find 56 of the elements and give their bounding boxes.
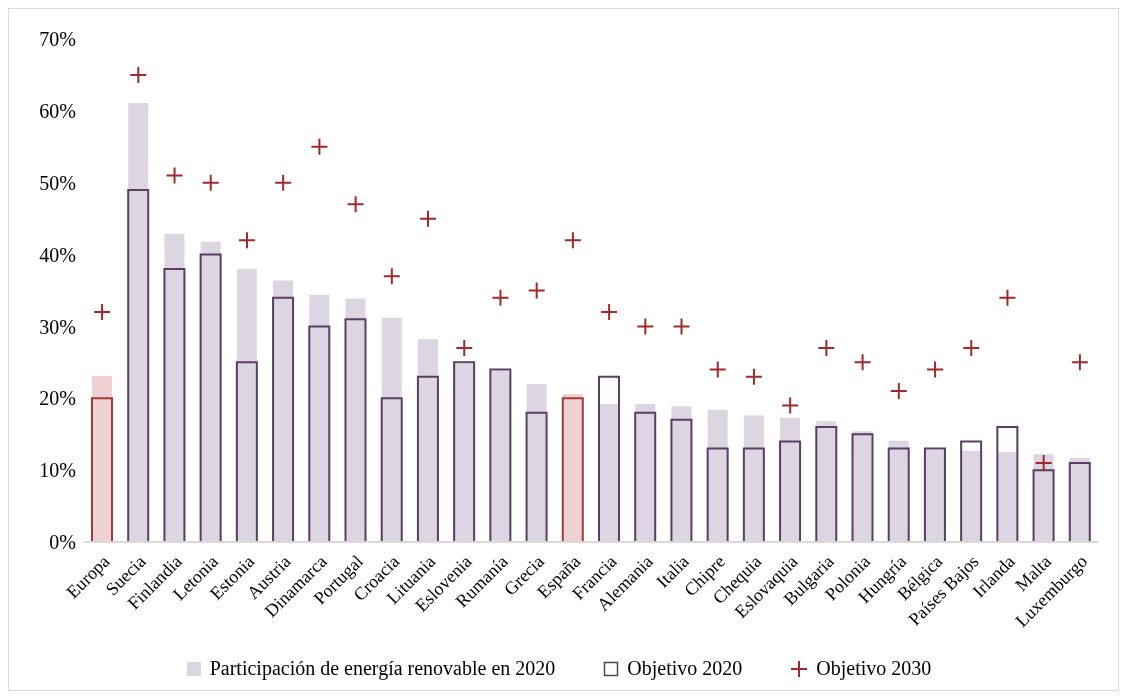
point: [708, 360, 727, 379]
bar: [598, 375, 620, 542]
point: [527, 281, 546, 300]
legend-label: Participación de energía renovable en 2020: [209, 657, 556, 680]
point: [382, 267, 401, 286]
bar: [1032, 469, 1055, 542]
bar: [706, 447, 729, 542]
bar: [235, 361, 258, 542]
point: [201, 173, 220, 192]
point: [237, 231, 256, 250]
point: [93, 303, 112, 322]
point: [1034, 453, 1053, 472]
point: [563, 231, 582, 250]
point: [1070, 353, 1089, 372]
bar: [670, 418, 693, 542]
y-tick-label: 70%: [39, 28, 76, 51]
point: [129, 65, 148, 84]
point: [672, 317, 691, 336]
point: [781, 396, 800, 415]
bar: [344, 318, 367, 542]
legend-label: Objetivo 2030: [816, 657, 932, 680]
bar: [163, 267, 186, 542]
bar: [742, 447, 765, 542]
point: [636, 317, 655, 336]
point: [419, 209, 438, 228]
point: [853, 353, 872, 372]
y-tick-label: 60%: [39, 99, 76, 122]
y-tick-label: 20%: [39, 387, 76, 410]
point: [165, 166, 184, 185]
point: [346, 195, 365, 214]
point: [962, 338, 981, 357]
point: [998, 288, 1017, 307]
point: [889, 382, 908, 401]
y-tick-label: 40%: [39, 243, 76, 266]
legend-label: Objetivo 2020: [627, 657, 743, 680]
bar: [308, 325, 331, 542]
point: [744, 367, 763, 386]
y-tick-label: 10%: [39, 459, 76, 482]
point: [274, 173, 293, 192]
y-tick-label: 30%: [39, 315, 76, 338]
bar: [779, 440, 802, 542]
bar: [960, 440, 983, 542]
bar: [127, 188, 150, 542]
bar: [996, 426, 1019, 542]
bar: [416, 375, 439, 542]
bar: [525, 411, 548, 542]
point: [926, 360, 945, 379]
point: [310, 137, 329, 156]
bar: [91, 397, 113, 542]
point: [600, 303, 619, 322]
y-tick-label: 50%: [39, 171, 76, 194]
bar: [380, 397, 403, 542]
y-tick-label: 0%: [49, 531, 76, 554]
point: [817, 338, 836, 357]
point: [455, 338, 474, 357]
point: [491, 288, 510, 307]
